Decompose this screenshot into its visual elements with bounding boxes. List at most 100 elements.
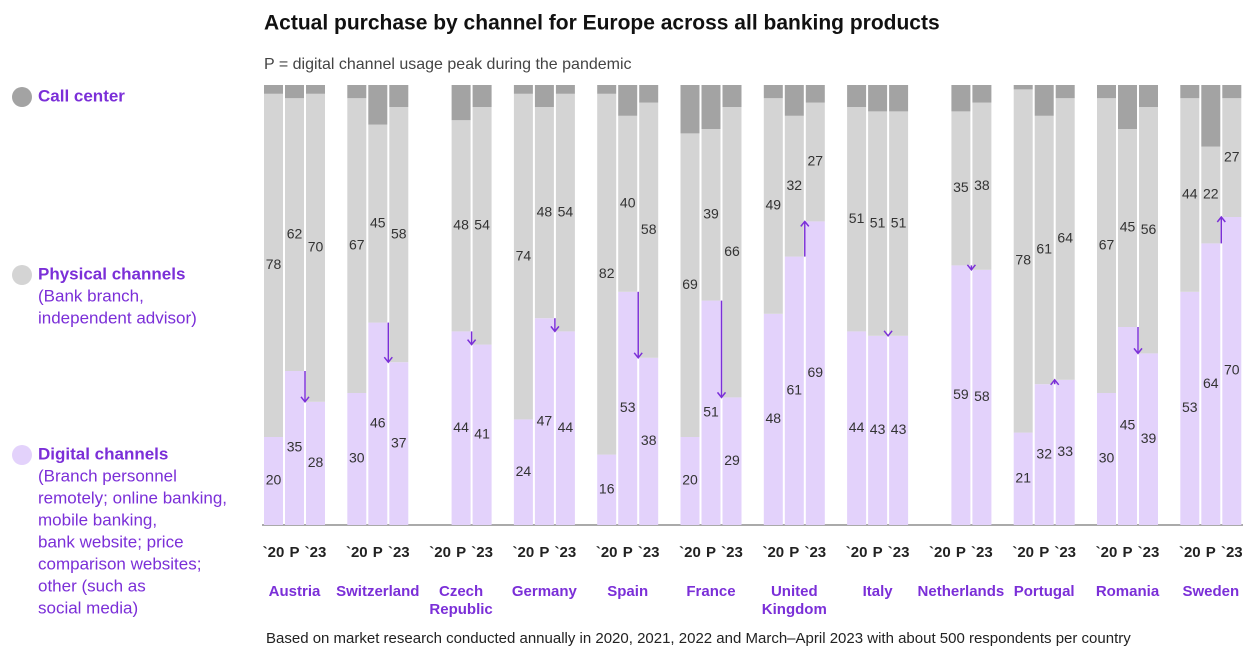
legend-swatch	[12, 265, 32, 285]
value-label: 64	[1057, 230, 1073, 246]
value-label: 38	[974, 177, 990, 193]
chart-title: Actual purchase by channel for Europe ac…	[264, 12, 940, 35]
value-label: 62	[287, 225, 303, 241]
bar-segment	[306, 85, 325, 94]
bar-segment	[451, 331, 471, 525]
bar-segment	[285, 98, 304, 371]
value-label: 24	[516, 463, 532, 479]
bar-segment	[680, 133, 700, 437]
bar-segment	[1139, 353, 1158, 525]
group-label: Italy	[862, 583, 893, 600]
legend-swatch	[12, 87, 32, 107]
legend-description: (Bank branch,	[38, 286, 144, 305]
arrowhead	[1216, 215, 1226, 223]
bar-segment	[1097, 393, 1116, 525]
bar-segment	[347, 393, 367, 525]
value-label: 58	[391, 225, 407, 241]
bar-segment	[389, 362, 409, 525]
bar-segment	[555, 85, 575, 94]
x-tick-label: P	[873, 544, 883, 561]
value-label: 74	[516, 247, 532, 263]
value-label: 51	[870, 214, 886, 230]
bar-segment	[1201, 146, 1221, 244]
value-label: 35	[953, 179, 969, 195]
bar-segment	[868, 85, 888, 112]
bar-segment	[1201, 243, 1221, 525]
bar-segment	[1013, 89, 1033, 433]
arrowhead	[300, 396, 310, 404]
bar-segment	[597, 454, 617, 525]
value-label: 21	[1015, 470, 1031, 486]
bar-segment	[1222, 98, 1242, 217]
bar-segment	[513, 85, 533, 94]
arrowhead	[633, 352, 643, 360]
bar-segment	[1201, 85, 1221, 147]
bar-segment	[722, 85, 742, 107]
bar-segment	[285, 371, 304, 525]
group-label: Germany	[511, 583, 577, 600]
bar-segment	[389, 85, 409, 107]
value-label: 22	[1203, 186, 1219, 202]
bar-segment	[680, 85, 700, 134]
bar-segment	[618, 85, 638, 116]
bar-segment	[347, 85, 367, 99]
bar-segment	[264, 93, 283, 438]
arrowhead	[1050, 378, 1060, 386]
value-label: 47	[537, 412, 553, 428]
x-tick-label: `20	[679, 544, 701, 561]
bar-segment	[889, 85, 909, 112]
bar-segment	[847, 331, 867, 525]
x-tick-label: `20	[1096, 544, 1118, 561]
bar-segment	[368, 322, 388, 525]
group-label: Sweden	[1182, 583, 1240, 600]
bar-segment	[701, 300, 721, 525]
bar-segment	[1034, 384, 1054, 525]
bar-segment	[618, 115, 638, 292]
x-tick-label: `20	[762, 544, 784, 561]
bar-segment	[472, 85, 492, 107]
value-label: 45	[370, 214, 386, 230]
bar-segment	[1222, 217, 1242, 525]
legend-label: Call center	[38, 86, 125, 105]
x-tick-label: P	[956, 544, 966, 561]
arrowhead	[800, 220, 810, 227]
bar-segment	[513, 419, 533, 525]
bar-segment	[639, 102, 659, 358]
value-label: 30	[349, 450, 365, 466]
value-label: 45	[1120, 417, 1136, 433]
value-label: 51	[891, 214, 907, 230]
value-label: 29	[724, 452, 740, 468]
value-label: 44	[558, 419, 574, 435]
legend-description: social media)	[38, 598, 138, 617]
bar-segment	[639, 85, 659, 103]
x-tick-label: P	[289, 544, 299, 561]
bar-segment	[306, 401, 325, 525]
group-label: Spain	[607, 583, 649, 600]
bar-segment	[951, 265, 971, 525]
x-tick-label: `23	[1221, 544, 1243, 561]
bar-segment	[1118, 327, 1137, 525]
x-tick-label: `23	[1054, 544, 1076, 561]
value-label: 56	[1141, 221, 1157, 237]
value-label: 48	[537, 203, 553, 219]
x-tick-label: `23	[305, 544, 327, 561]
value-label: 67	[1099, 236, 1115, 252]
bar-segment	[347, 98, 367, 393]
value-label: 53	[1182, 399, 1198, 415]
value-label: 70	[1224, 362, 1240, 378]
bar-segment	[889, 111, 909, 336]
bar-segment	[264, 85, 283, 94]
legend-swatch	[12, 445, 32, 465]
value-label: 27	[808, 153, 824, 169]
value-label: 44	[849, 419, 865, 435]
bar-segment	[972, 269, 992, 525]
bar-segment	[1180, 291, 1200, 525]
x-tick-label: `20	[1012, 544, 1034, 561]
bar-segment	[472, 344, 492, 525]
value-label: 33	[1057, 443, 1073, 459]
bar-segment	[868, 335, 888, 525]
bar-segment	[868, 111, 888, 336]
bar-segment	[805, 102, 825, 222]
group-label: Portugal	[1013, 583, 1075, 600]
